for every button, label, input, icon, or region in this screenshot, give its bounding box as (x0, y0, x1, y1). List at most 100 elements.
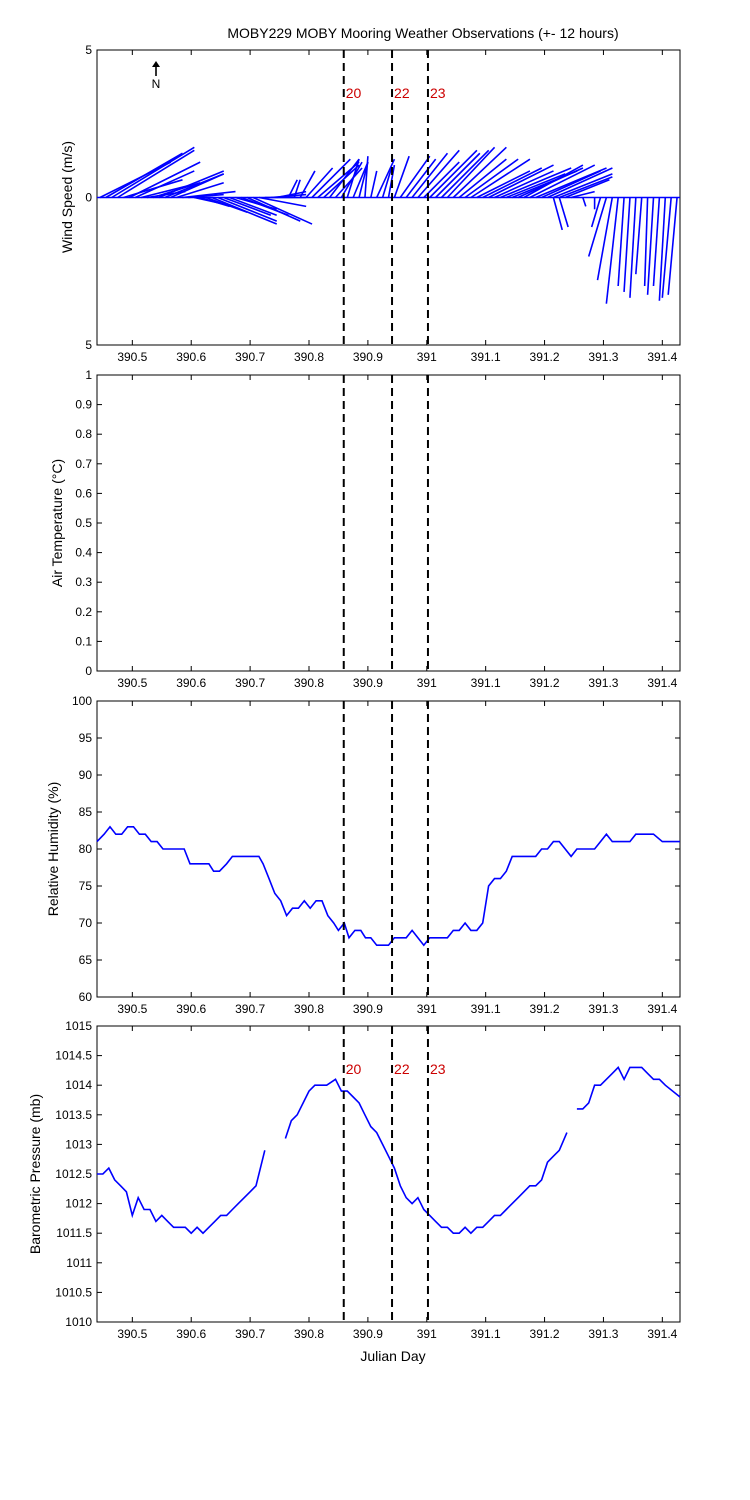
wind-stick (605, 197, 619, 304)
wind-stick (500, 167, 572, 199)
wind-speed-x-tick-label: 390.7 (235, 350, 265, 364)
barometric-pressure-x-tick-label: 391.1 (471, 1327, 501, 1341)
barometric-pressure-y-tick-label: 1013.5 (55, 1108, 92, 1122)
relative-humidity-y-tick-label: 100 (72, 694, 92, 708)
air-temperature-y-tick-label: 0 (85, 664, 92, 678)
air-temperature-x-tick-label: 391 (417, 676, 437, 690)
relative-humidity-x-tick-label: 390.5 (117, 1002, 147, 1016)
wind-stick (553, 173, 613, 199)
wind-stick (417, 149, 460, 199)
wind-stick (564, 179, 610, 199)
wind-stick (541, 170, 601, 199)
air-temperature-y-tick-label: 1 (85, 368, 92, 382)
air-temperature-x-ticks: 390.5 390.6 390.7 390.8 390.9 391 391.1 391.2 39… (117, 375, 678, 690)
barometric-pressure-x-tick-label: 391 (417, 1327, 437, 1341)
relative-humidity-y-tick-label: 80 (79, 842, 93, 856)
wind-stick (399, 155, 431, 198)
wind-stick (435, 152, 481, 199)
wind-stick (476, 170, 531, 199)
barometric-pressure-plot-frame (96, 1025, 681, 1323)
wind-stick (252, 196, 313, 225)
wind-stick (458, 158, 507, 199)
event-marker-label: 22 (394, 1061, 410, 1077)
wind-stick (352, 161, 369, 198)
wind-speed-y-tick-label: 0 (85, 191, 92, 205)
wind-stick (652, 197, 661, 287)
air-temperature-panel: 0 0.1 0.2 0.3 0.4 0.5 0.6 0.7 0.8 0.9 1 390.5 390.6… (49, 368, 681, 690)
wind-stick (523, 164, 584, 199)
relative-humidity-x-tick-label: 390.6 (176, 1002, 206, 1016)
wind-stick (340, 161, 363, 198)
relative-humidity-series-line (96, 825, 680, 947)
wind-speed-x-ticks: 390.5 390.6 390.7 390.8 390.9 391 391.1 391.2 39… (117, 50, 678, 364)
wind-speed-x-tick-label: 391.1 (471, 350, 501, 364)
event-marker-label: 20 (346, 85, 362, 101)
wind-speed-panel: 5 0 5 390.5 390.6 390.7 390.8 390.9 391 391.1 391… (59, 43, 681, 364)
air-temperature-x-tick-label: 391.1 (471, 676, 501, 690)
wind-stick (547, 167, 613, 199)
wind-stick (393, 155, 410, 198)
relative-humidity-y-tick-label: 85 (79, 805, 93, 819)
wind-stick (364, 156, 369, 198)
wind-stick (381, 167, 393, 198)
relative-humidity-y-ticks: 60 65 70 75 80 85 90 95 100 (72, 694, 680, 1004)
wind-stick (667, 197, 678, 295)
relative-humidity-markers (342, 701, 429, 997)
air-temperature-x-tick-label: 390.9 (353, 676, 383, 690)
wind-stick (446, 146, 496, 199)
air-temperature-y-axis-label: Air Temperature (°C) (49, 459, 65, 587)
air-temperature-x-tick-label: 390.6 (176, 676, 206, 690)
wind-stick (558, 176, 613, 199)
wind-stick (661, 197, 672, 298)
barometric-pressure-y-tick-label: 1014 (65, 1078, 92, 1092)
air-temperature-markers (342, 375, 429, 671)
wind-stick (276, 190, 307, 199)
relative-humidity-x-tick-label: 391.4 (647, 1002, 677, 1016)
wind-stick (587, 197, 608, 257)
barometric-pressure-y-tick-label: 1013 (65, 1137, 92, 1151)
wind-stick (328, 158, 360, 198)
figure-title: MOBY229 MOBY Mooring Weather Observation… (227, 25, 618, 41)
relative-humidity-x-tick-label: 391.2 (530, 1002, 560, 1016)
air-temperature-y-tick-label: 0.8 (75, 427, 92, 441)
wind-stick (629, 197, 637, 298)
relative-humidity-y-tick-label: 60 (79, 990, 93, 1004)
barometric-pressure-y-tick-label: 1015 (65, 1019, 92, 1033)
wind-stick (334, 167, 363, 199)
wind-stick (558, 197, 569, 228)
barometric-pressure-series (97, 1066, 681, 1235)
wind-stick (346, 158, 360, 198)
air-temperature-y-tick-label: 0.2 (75, 605, 92, 619)
relative-humidity-y-tick-label: 75 (79, 879, 93, 893)
wind-stick (617, 197, 625, 287)
air-temperature-y-tick-label: 0.4 (75, 546, 92, 560)
barometric-pressure-y-axis-label: Barometric Pressure (mb) (27, 1094, 43, 1254)
wind-speed-x-tick-label: 390.5 (117, 350, 147, 364)
wind-stick (623, 197, 631, 292)
wind-sticks (99, 146, 678, 304)
wind-speed-y-axis-label: Wind Speed (m/s) (59, 141, 75, 253)
barometric-pressure-series-line (97, 1150, 266, 1235)
barometric-pressure-x-tick-label: 391.3 (588, 1327, 618, 1341)
wind-speed-x-tick-label: 391.2 (530, 350, 560, 364)
wind-stick (529, 164, 596, 199)
wind-speed-x-tick-label: 391.3 (588, 350, 618, 364)
wind-stick (452, 146, 507, 199)
wind-speed-y-tick-label: 5 (85, 338, 92, 352)
event-marker-label: 20 (346, 1061, 362, 1077)
barometric-pressure-x-tick-label: 391.4 (647, 1327, 677, 1341)
wind-stick (246, 196, 301, 222)
event-marker-label: 23 (430, 85, 446, 101)
wind-stick (570, 190, 595, 199)
wind-stick (596, 197, 614, 281)
wind-stick (105, 152, 183, 199)
air-temperature-y-tick-label: 0.1 (75, 634, 92, 648)
wind-stick (223, 196, 272, 216)
air-temperature-x-tick-label: 390.7 (235, 676, 265, 690)
wind-stick (229, 196, 277, 216)
barometric-pressure-series-line (284, 1078, 568, 1235)
barometric-pressure-x-tick-label: 391.2 (530, 1327, 560, 1341)
wind-stick (552, 197, 564, 231)
air-temperature-x-tick-label: 391.4 (647, 676, 677, 690)
barometric-pressure-y-tick-label: 1012 (65, 1197, 92, 1211)
